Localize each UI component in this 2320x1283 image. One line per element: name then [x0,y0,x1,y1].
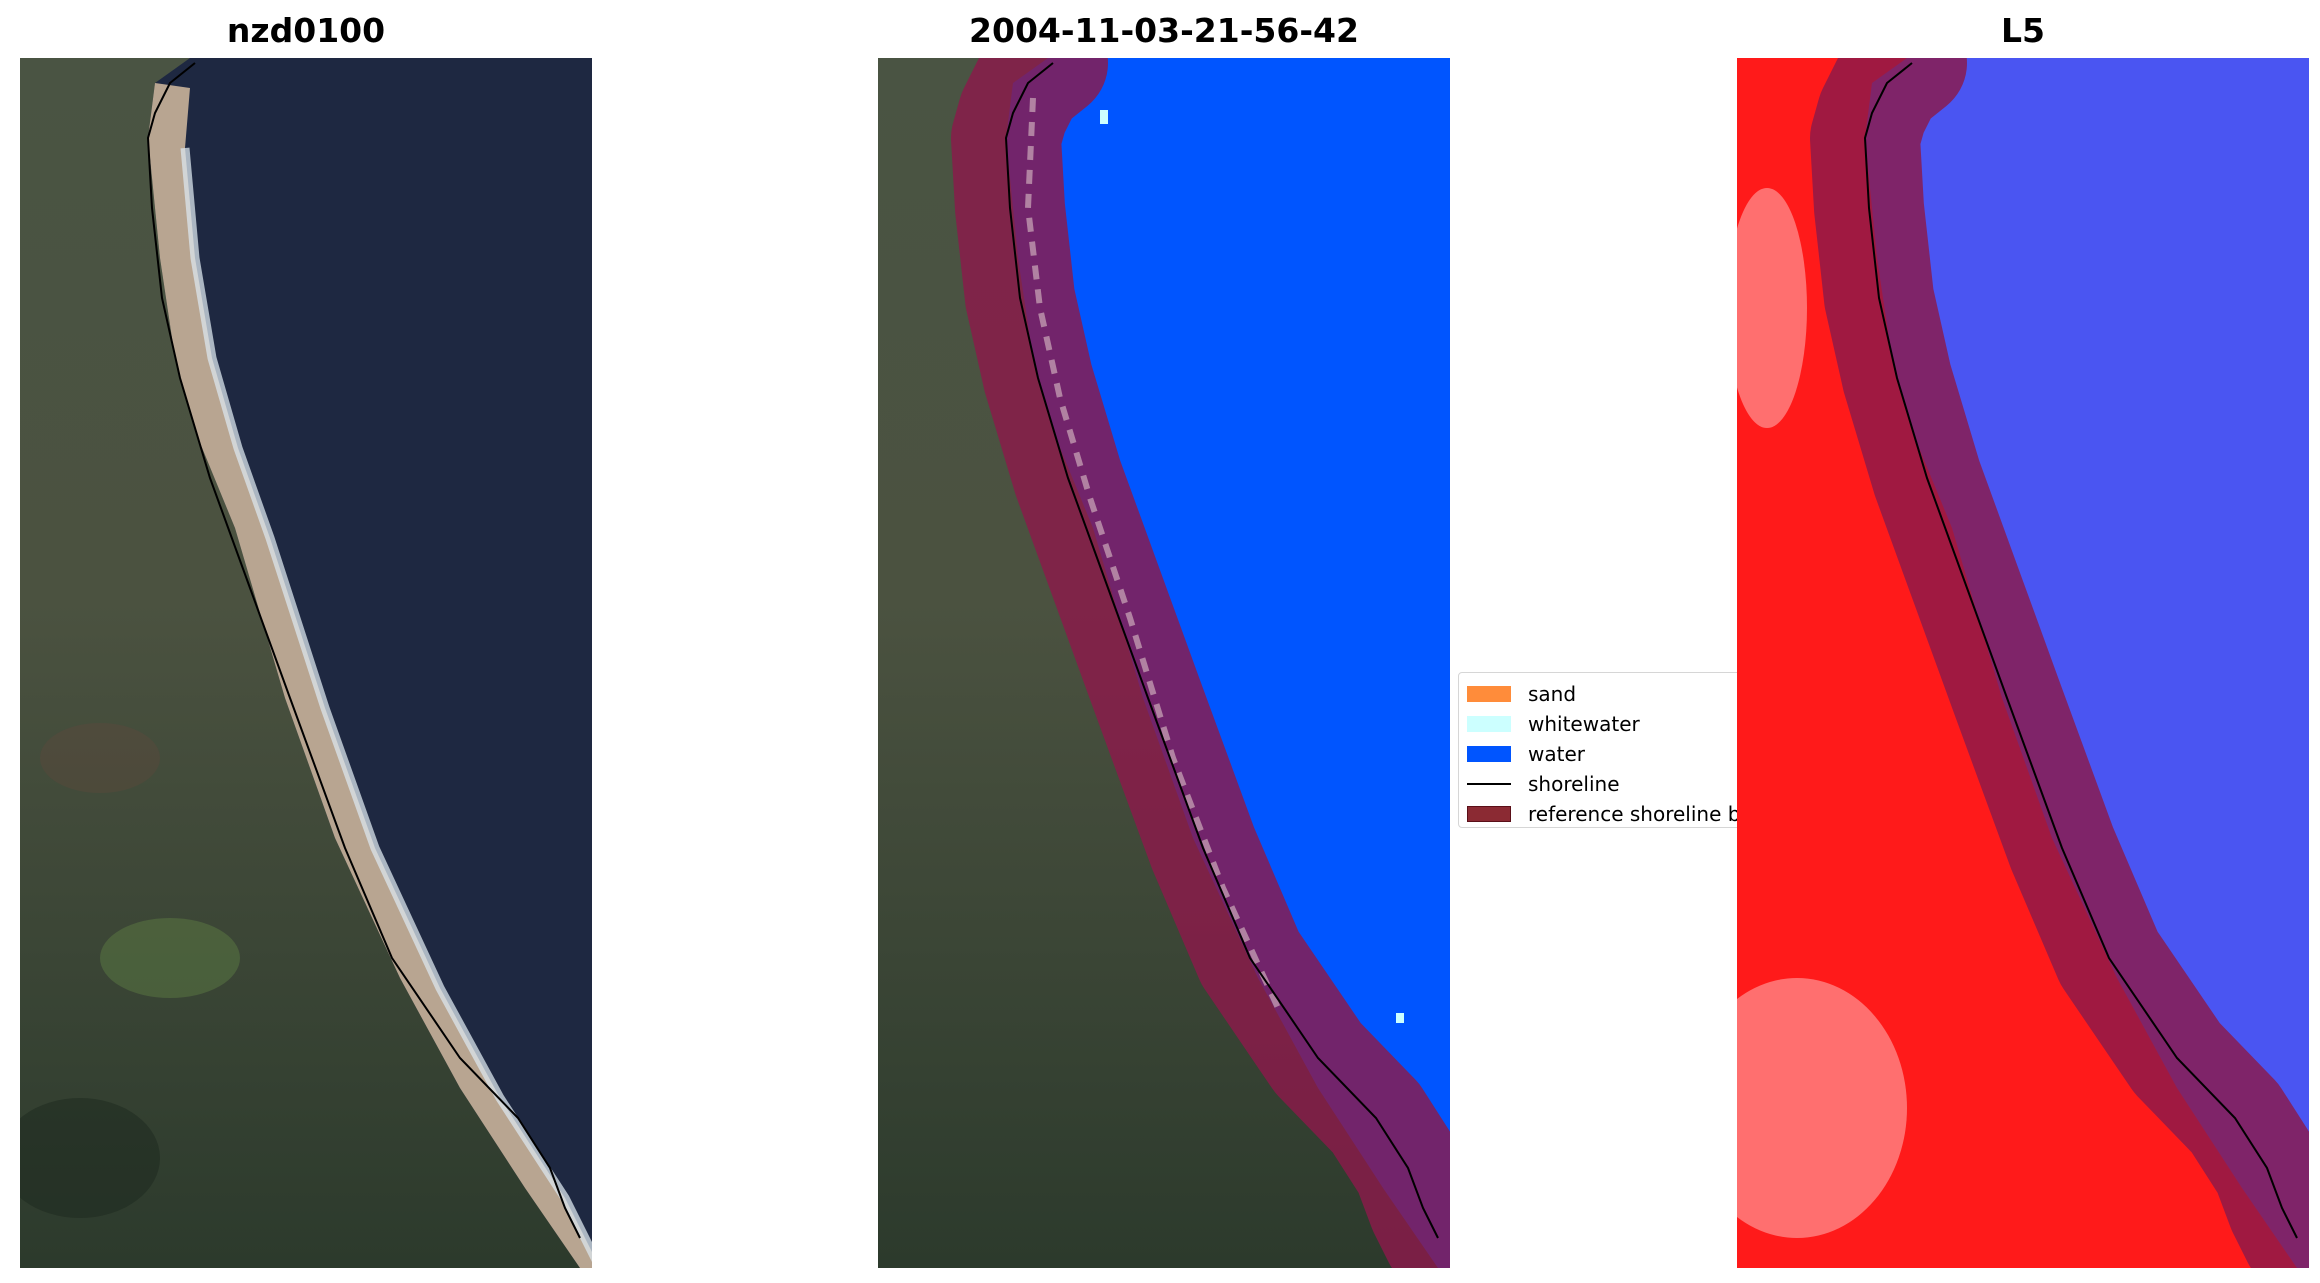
panel-title-rgb: nzd0100 [226,11,386,50]
legend-label-shoreline: shoreline [1528,772,1620,796]
whitewater-class-fragments [1024,97,1281,1010]
bright-patch [1737,978,1907,1238]
legend: sand whitewater water shoreline referenc… [1458,672,1758,828]
bright-patch [1737,188,1807,428]
shoreline-trace [1863,62,2298,1239]
legend-item-sand: sand [1467,679,1576,709]
terrain-patch [40,723,160,793]
whitewater-swatch [1467,716,1511,732]
index-image-panel [1737,58,2309,1268]
sand-swatch [1467,686,1511,702]
shoreline-line-swatch [1467,783,1511,785]
legend-label-sand: sand [1528,682,1577,706]
panel-title-classified: 2004-11-03-21-56-42 [969,11,1359,50]
legend-item-buffer: reference shoreline buffer [1467,799,1757,827]
legend-item-shoreline: shoreline [1467,769,1620,799]
legend-item-water: water [1467,739,1585,769]
legend-label-water: water [1528,742,1585,766]
legend-label-whitewater: whitewater [1528,712,1640,736]
buffer-swatch [1467,806,1511,822]
classified-image-panel [878,58,1450,1268]
index-image [1737,58,2309,1268]
rgb-image-panel [20,58,592,1268]
terrain-patch [100,918,240,998]
land-area [20,58,580,1268]
legend-label-buffer: reference shoreline buffer [1528,802,1757,826]
legend-item-whitewater: whitewater [1467,709,1640,739]
classified-image [878,58,1450,1268]
shoreline-trace [1004,62,1439,1239]
panel-title-index: L5 [2001,11,2045,50]
shoreline-trace [146,62,581,1239]
rgb-image [20,58,592,1268]
whitewater-pixel [1100,110,1108,124]
surf-line [180,147,592,1263]
terrain-patch [20,1098,160,1218]
water-swatch [1467,746,1511,762]
whitewater-pixel [1396,1013,1404,1023]
